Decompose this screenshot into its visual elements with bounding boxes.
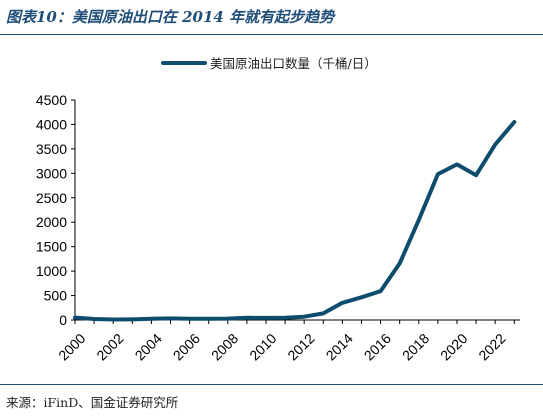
y-tick-label: 1500 bbox=[36, 239, 67, 255]
x-tick-label: 2016 bbox=[361, 330, 394, 363]
series-line bbox=[73, 120, 517, 322]
y-tick-label: 2500 bbox=[36, 190, 67, 206]
y-tick-label: 1000 bbox=[36, 263, 67, 279]
y-tick-label: 3500 bbox=[36, 141, 67, 157]
x-tick-label: 2002 bbox=[93, 330, 126, 363]
y-tick-label: 2000 bbox=[36, 214, 67, 230]
y-tick-label: 4000 bbox=[36, 116, 67, 132]
x-tick-label: 2010 bbox=[246, 330, 279, 363]
y-tick-label: 3000 bbox=[36, 165, 67, 181]
figure-source: 来源：iFinD、国金证券研究所 bbox=[6, 395, 179, 410]
figure-title: 图表10：美国原油出口在 2014 年就有起步趋势 bbox=[6, 8, 335, 26]
x-tick-label: 2020 bbox=[437, 330, 470, 363]
x-tick-label: 2012 bbox=[284, 330, 317, 363]
x-tick-label: 2004 bbox=[132, 330, 165, 363]
source-rule bbox=[0, 384, 543, 385]
x-tick-label: 2006 bbox=[170, 330, 203, 363]
x-tick-label: 2022 bbox=[475, 330, 508, 363]
x-tick-label: 2008 bbox=[208, 330, 241, 363]
line-chart: 0 500 1000 1500 2000 2500 3000 3500 4000 4500 2000… bbox=[36, 56, 520, 364]
y-tick-label: 0 bbox=[59, 312, 67, 328]
x-tick-label: 2000 bbox=[55, 330, 88, 363]
legend-label: 美国原油出口数量（千桶/日） bbox=[210, 56, 377, 71]
title-rule bbox=[0, 34, 543, 35]
y-tick-label: 500 bbox=[44, 288, 68, 304]
y-tick-label: 4500 bbox=[36, 92, 67, 108]
x-tick-label: 2018 bbox=[399, 330, 432, 363]
x-tick-label: 2014 bbox=[323, 330, 356, 363]
